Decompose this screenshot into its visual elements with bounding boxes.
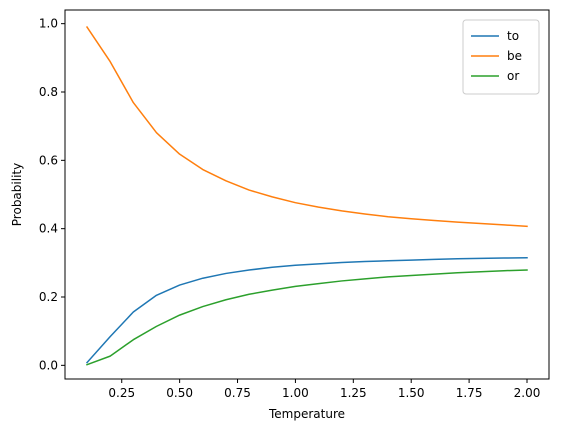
x-tick-label: 0.50 <box>166 386 193 400</box>
legend-box <box>462 19 540 95</box>
series-line-be <box>85 26 528 228</box>
x-tick-label: 0.75 <box>224 386 251 400</box>
y-tick-label: 0.2 <box>39 290 58 304</box>
axes-frame <box>64 9 550 380</box>
y-tick-label: 0.4 <box>39 222 58 236</box>
y-tick-label: 1.0 <box>39 17 58 31</box>
legend-label-be: be <box>507 49 522 63</box>
x-tick-label: 1.50 <box>398 386 425 400</box>
legend-label-to: to <box>507 29 519 43</box>
y-axis-label: Probability <box>10 163 24 226</box>
x-tick-label: 1.00 <box>282 386 309 400</box>
x-tick-label: 1.25 <box>340 386 367 400</box>
plot-lines <box>85 26 528 366</box>
x-tick-label: 0.25 <box>108 386 135 400</box>
y-tick-label: 0.0 <box>39 358 58 372</box>
y-tick-label: 0.8 <box>39 85 58 99</box>
y-tick-label: 0.6 <box>39 153 58 167</box>
series-line-to <box>85 256 528 364</box>
x-tick-label: 1.75 <box>456 386 483 400</box>
legend-label-or: or <box>507 69 519 83</box>
y-axis-ticks: 0.0 0.2 0.4 0.6 0.8 1.0 <box>39 17 65 372</box>
x-axis-ticks: 0.25 0.50 0.75 1.00 1.25 1.50 1.75 2.00 <box>108 379 540 400</box>
x-axis-label: Temperature <box>268 407 345 421</box>
x-tick-label: 2.00 <box>514 386 541 400</box>
series-line-or <box>86 269 528 366</box>
legend: to be or <box>462 19 540 95</box>
